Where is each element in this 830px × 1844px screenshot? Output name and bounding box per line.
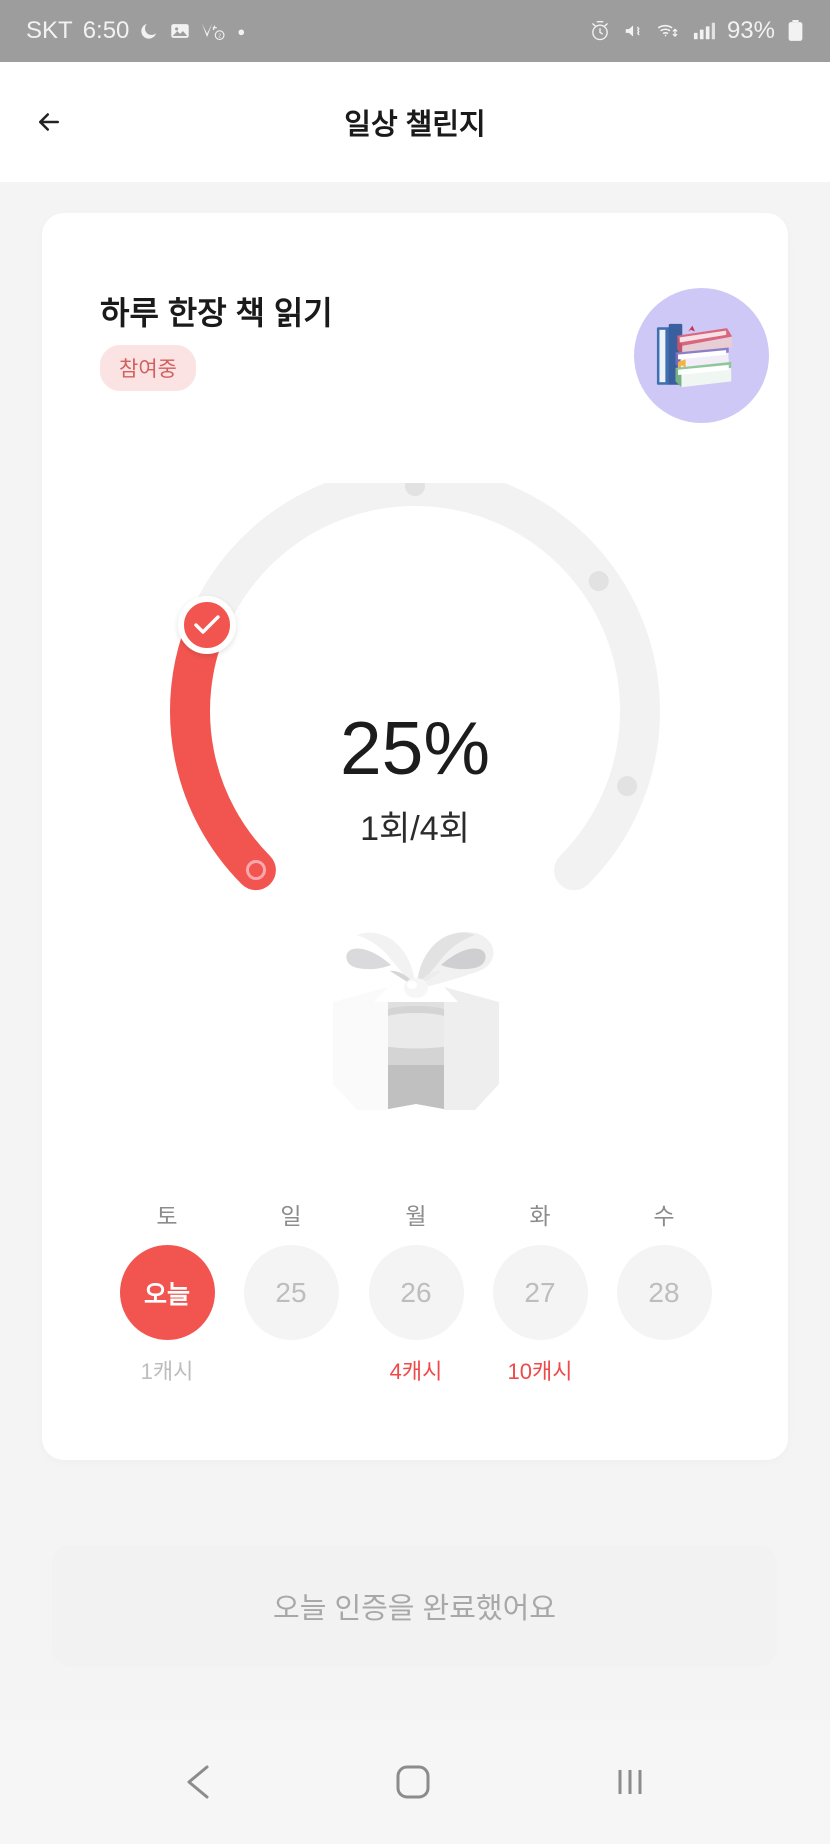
svg-text:2: 2 bbox=[219, 33, 222, 39]
